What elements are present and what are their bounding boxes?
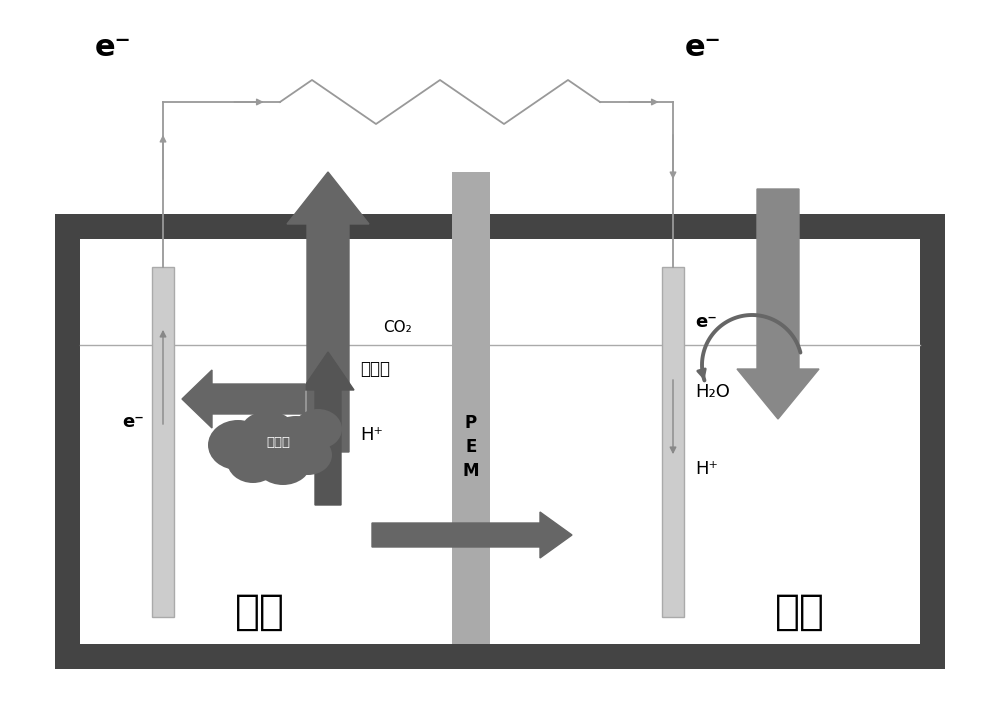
Text: P
E
M: P E M	[463, 414, 479, 479]
Text: 阴极: 阴极	[775, 591, 825, 633]
Bar	[662, 267, 684, 617]
Text: 微生物: 微生物	[266, 436, 290, 450]
Text: CO₂: CO₂	[383, 320, 412, 334]
Text: 阳极: 阳极	[235, 591, 285, 633]
Ellipse shape	[227, 439, 279, 483]
Text: H₂O: H₂O	[695, 383, 730, 401]
Text: 有机物: 有机物	[360, 360, 390, 378]
Text: e⁻: e⁻	[695, 313, 717, 331]
Ellipse shape	[208, 420, 268, 470]
Bar	[55, 214, 945, 669]
Bar	[80, 239, 920, 644]
Ellipse shape	[255, 441, 311, 485]
Text: e⁻: e⁻	[95, 33, 131, 62]
Bar	[452, 172, 490, 644]
Text: H⁺: H⁺	[360, 426, 383, 444]
Ellipse shape	[284, 435, 332, 475]
FancyArrow shape	[287, 172, 369, 452]
Bar	[152, 267, 174, 617]
Text: H⁺: H⁺	[695, 460, 718, 478]
FancyArrow shape	[737, 189, 819, 419]
Text: O₂: O₂	[830, 269, 848, 284]
FancyArrow shape	[302, 352, 354, 505]
Ellipse shape	[266, 416, 326, 464]
Ellipse shape	[240, 411, 296, 455]
Text: e⁻: e⁻	[685, 33, 721, 62]
FancyArrow shape	[372, 512, 572, 558]
Text: e⁻: e⁻	[122, 413, 144, 431]
Ellipse shape	[294, 409, 342, 449]
FancyArrow shape	[182, 370, 305, 428]
